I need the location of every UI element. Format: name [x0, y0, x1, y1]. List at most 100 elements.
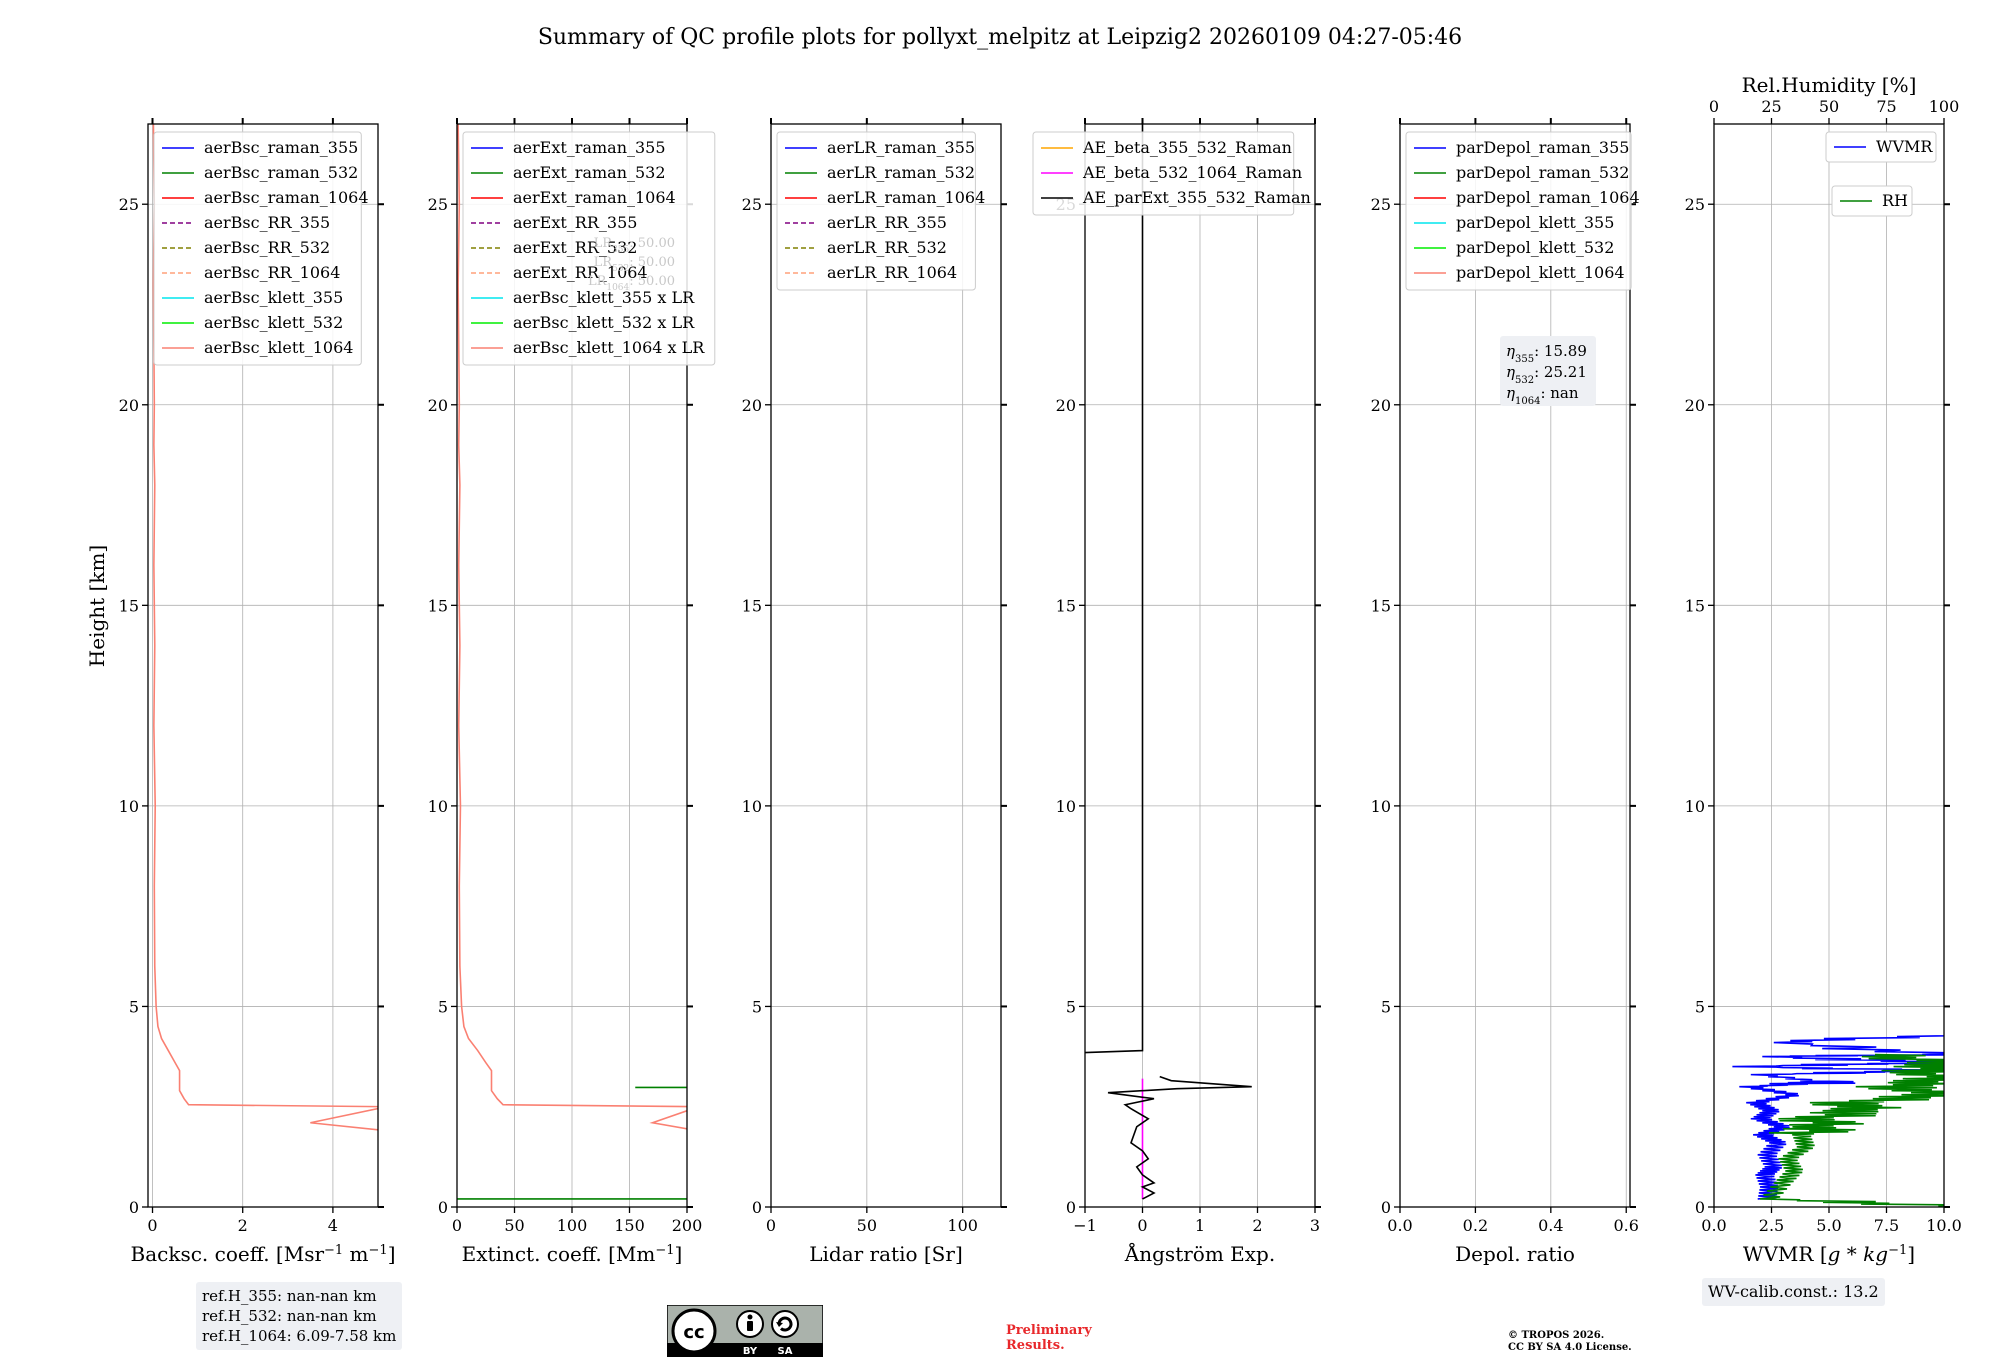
preliminary-line-1: Preliminary: [1006, 1323, 1092, 1338]
legend-label: aerBsc_klett_532 x LR: [513, 313, 695, 332]
legend-label: parDepol_klett_355: [1456, 213, 1614, 232]
legend-label: aerBsc_RR_1064: [204, 263, 340, 282]
legend-label: aerBsc_raman_1064: [204, 188, 369, 207]
data-layer: [152, 124, 378, 1131]
y-tick-label: 0: [1695, 1198, 1705, 1217]
axes-frame: [147, 123, 379, 1208]
copyright-note: © TROPOS 2026. CC BY SA 4.0 License.: [1508, 1330, 1632, 1354]
panel-backscatter: 0 5 10 15 20 25 0 2 4 Backsc. coeff. [Msr−1 m−1] a…: [119, 118, 396, 1266]
x-tick-label: 0.0: [1387, 1216, 1412, 1235]
y-tick-label: 20: [1685, 396, 1705, 415]
x-axis-label: Extinct. coeff. [Mm−1]: [462, 1242, 683, 1266]
y-tick-label: 10: [1056, 797, 1076, 816]
legend-label: WVMR: [1876, 137, 1933, 156]
x-axis-label: WVMR [g * kg−1]: [1743, 1242, 1915, 1266]
y-tick-label: 15: [1685, 596, 1705, 615]
copyright-line-2: CC BY SA 4.0 License.: [1508, 1342, 1632, 1353]
x-tick-label: 2: [1252, 1216, 1262, 1235]
x-tick-label: 0: [766, 1216, 776, 1235]
reference-height-box: ref.H_355: nan-nan km ref.H_532: nan-nan…: [196, 1282, 403, 1350]
legend-label: aerExt_RR_532: [513, 238, 637, 257]
legend-label: aerLR_raman_532: [827, 163, 975, 182]
legend-label: AE_beta_532_1064_Raman: [1082, 163, 1302, 182]
top-x-tick-label: 100: [1929, 97, 1960, 116]
by-label: BY: [743, 1346, 758, 1357]
x-tick-label: 200: [672, 1216, 703, 1235]
legend-label: aerExt_raman_1064: [513, 188, 676, 207]
top-x-tick-label: 0: [1709, 97, 1719, 116]
x-tick-label: 0: [1137, 1216, 1147, 1235]
panel-depol: 0 5 10 15 20 25 0.0 0.2 0.4 0.6 Depol. ratio parDep…: [1371, 118, 1640, 1266]
legend-label: aerBsc_klett_532: [204, 313, 343, 332]
preliminary-line-2: Results.: [1006, 1338, 1065, 1353]
y-tick-label: 10: [119, 797, 139, 816]
x-tick-label: 50: [857, 1216, 877, 1235]
series-rh: [1759, 1053, 1944, 1207]
legend-box: [1032, 131, 1295, 216]
y-tick-label: 20: [1371, 396, 1391, 415]
series-aerbsc-klett-1064: [152, 124, 378, 1131]
data-layer: [1732, 1034, 1944, 1207]
y-tick-label: 15: [1056, 596, 1076, 615]
legend: parDepol_raman_355 parDepol_raman_532 parD…: [1405, 131, 1640, 291]
y-tick-label: 10: [1685, 797, 1705, 816]
ref-height-532: ref.H_532: nan-nan km: [202, 1307, 377, 1325]
y-tick-label: 0: [438, 1198, 448, 1217]
x-tick-label: 4: [328, 1216, 338, 1235]
data-layer: [1085, 124, 1252, 1200]
wv-calibration-box: WV-calib.const.: 13.2: [1702, 1278, 1885, 1306]
legend-label: aerLR_RR_532: [827, 238, 947, 257]
ref-height-355: ref.H_355: nan-nan km: [202, 1287, 377, 1305]
x-tick-label: 3: [1310, 1216, 1320, 1235]
legend-rh: RH: [1831, 185, 1913, 217]
y-tick-label: 15: [428, 596, 448, 615]
series-wvmr: [1732, 1034, 1944, 1200]
x-tick-label: 5.0: [1816, 1216, 1841, 1235]
x-tick-label: 100: [947, 1216, 978, 1235]
panel-wvmr: 0 5 10 15 20 25 0.0 2.5 5.0 7.5 10.0 WVMR [g * kg−1…: [1685, 73, 1962, 1266]
y-tick-label: 15: [119, 596, 139, 615]
legend-box: [1825, 131, 1937, 163]
legend-label: parDepol_raman_355: [1456, 138, 1629, 157]
copyright-line-1: © TROPOS 2026.: [1508, 1330, 1605, 1341]
legend-label: aerLR_RR_1064: [827, 263, 957, 282]
legend-label: RH: [1882, 191, 1908, 210]
legend-label: aerBsc_klett_355: [204, 288, 343, 307]
legend-box: [1405, 131, 1632, 291]
series-ae-parext-355-532-raman-lower-: [1107, 1075, 1252, 1200]
legend-box: [776, 131, 976, 291]
y-tick-label: 25: [428, 195, 448, 214]
legend-label: aerExt_raman_355: [513, 138, 666, 157]
y-tick-label: 15: [742, 596, 762, 615]
y-tick-label: 5: [752, 997, 762, 1016]
y-tick-label: 5: [1066, 997, 1076, 1016]
legend-label: AE_beta_355_532_Raman: [1082, 138, 1292, 157]
legend-label: aerLR_raman_1064: [827, 188, 985, 207]
legend-label: aerExt_RR_355: [513, 213, 637, 232]
legend-label: aerLR_RR_355: [827, 213, 947, 232]
x-tick-label: 0.0: [1701, 1216, 1726, 1235]
y-tick-label: 15: [1371, 596, 1391, 615]
x-tick-label: 0: [452, 1216, 462, 1235]
y-tick-label: 5: [1381, 997, 1391, 1016]
y-tick-label: 25: [1685, 195, 1705, 214]
y-tick-label: 20: [428, 396, 448, 415]
x-tick-label: 0.2: [1463, 1216, 1488, 1235]
legend-wvmr: WVMR: [1825, 131, 1937, 163]
x-tick-label: 100: [557, 1216, 588, 1235]
legend-box: [462, 131, 716, 366]
legend: AE_beta_355_532_Raman AE_beta_532_1064_Ra…: [1032, 131, 1311, 216]
x-axis-label: Lidar ratio [Sr]: [809, 1242, 963, 1266]
legend-label: aerExt_raman_532: [513, 163, 666, 182]
axes-frame: [770, 123, 1002, 1208]
preliminary-results-note: Preliminary Results.: [1006, 1323, 1092, 1353]
top-x-axis-label: Rel.Humidity [%]: [1742, 73, 1917, 97]
legend: aerExt_raman_355 aerExt_raman_532 aerExt_r…: [462, 131, 716, 366]
legend-label: parDepol_klett_532: [1456, 238, 1614, 257]
y-tick-label: 20: [1056, 396, 1076, 415]
y-tick-label: 20: [742, 396, 762, 415]
y-tick-label: 25: [1371, 195, 1391, 214]
y-tick-label: 10: [742, 797, 762, 816]
legend-label: aerBsc_klett_355 x LR: [513, 288, 695, 307]
